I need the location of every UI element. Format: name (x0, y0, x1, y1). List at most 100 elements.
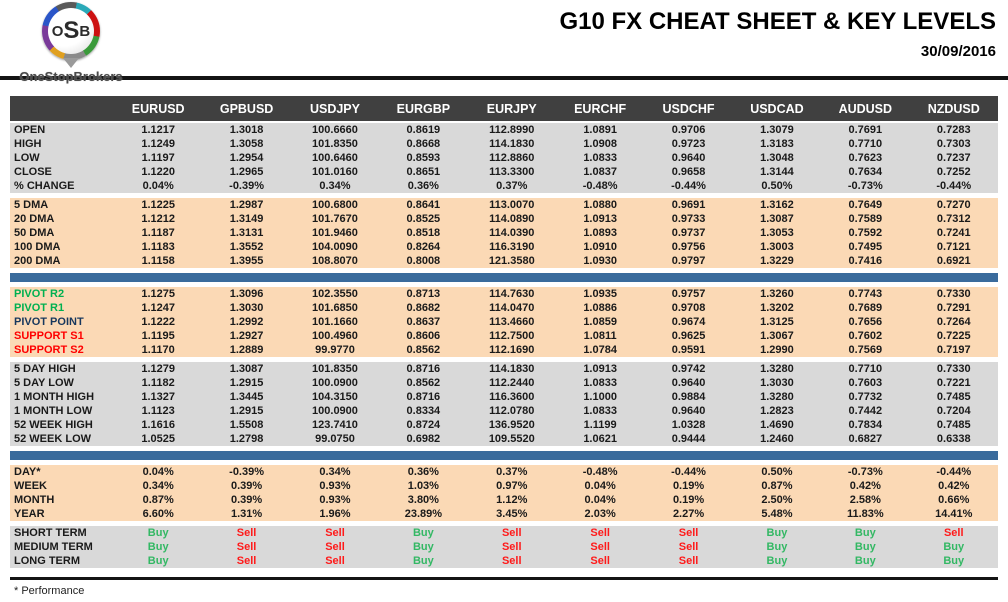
value-cell: 0.8562 (379, 376, 468, 390)
value-cell: 1.1247 (114, 301, 203, 315)
column-header-nzdusd: NZDUSD (909, 96, 998, 121)
row-label: SUPPORT S2 (10, 343, 114, 357)
row-label: 52 WEEK HIGH (10, 418, 114, 432)
value-cell: 0.8606 (379, 329, 468, 343)
value-cell: 1.3183 (732, 137, 822, 151)
value-cell: 0.8716 (379, 362, 468, 376)
value-cell: 1.1195 (114, 329, 203, 343)
value-cell: 0.7710 (821, 362, 910, 376)
value-cell: 0.7743 (821, 287, 910, 301)
value-cell: 0.9444 (644, 432, 733, 446)
table-row: MEDIUM TERM Buy Sell Sell Buy Sell Sell Sell Buy… (10, 540, 998, 554)
value-cell: 0.7495 (821, 240, 910, 254)
value-cell: 1.2927 (202, 329, 291, 343)
signal-cell: Buy (732, 526, 822, 540)
value-cell: 0.93% (290, 493, 380, 507)
column-header-eurgbp: EURGBP (379, 96, 468, 121)
table-row: 5 DAY LOW 1.1182 1.2915 100.0900 0.8562 112.2… (10, 376, 998, 390)
value-cell: 0.19% (644, 479, 733, 493)
value-cell: 0.7732 (821, 390, 910, 404)
value-cell: 0.04% (555, 493, 645, 507)
value-cell: 0.37% (467, 179, 556, 193)
row-label: 5 DAY HIGH (10, 362, 114, 376)
value-cell: 101.1660 (290, 315, 380, 329)
row-label: 200 DMA (10, 254, 114, 268)
table-row: SUPPORT S2 1.1170 1.2889 99.9770 0.8562 112.1… (10, 343, 998, 357)
row-label: 52 WEEK LOW (10, 432, 114, 446)
value-cell: 0.7291 (909, 301, 998, 315)
section-performance: DAY* 0.04% -0.39% 0.34% 0.36% 0.37% -0.48% -0.4… (10, 465, 998, 521)
table-row: OPEN 1.1217 1.3018 100.6660 0.8619 112.8990 1.… (10, 123, 998, 137)
signal-cell: Sell (644, 540, 733, 554)
value-cell: 0.50% (732, 179, 822, 193)
value-cell: 0.6338 (909, 432, 998, 446)
page-footer: * Performance (10, 577, 998, 597)
signal-cell: Sell (467, 554, 556, 568)
value-cell: 116.3600 (467, 390, 556, 404)
value-cell: -0.39% (202, 465, 291, 479)
table-row: MONTH 0.87% 0.39% 0.93% 3.80% 1.12% 0.04% 0.19%… (10, 493, 998, 507)
table-row: 100 DMA 1.1183 1.3552 104.0090 0.8264 116.319… (10, 240, 998, 254)
value-cell: 2.03% (555, 507, 645, 521)
value-cell: 0.9733 (644, 212, 733, 226)
value-cell: 113.3300 (467, 165, 556, 179)
value-cell: 0.8637 (379, 315, 468, 329)
value-cell: 0.9706 (644, 123, 733, 137)
value-cell: 23.89% (379, 507, 468, 521)
value-cell: 104.3150 (290, 390, 380, 404)
value-cell: 0.7237 (909, 151, 998, 165)
signal-cell: Buy (114, 540, 203, 554)
value-cell: 0.7442 (821, 404, 910, 418)
value-cell: 1.2915 (202, 404, 291, 418)
value-cell: 0.87% (114, 493, 203, 507)
value-cell: 1.0908 (555, 137, 645, 151)
value-cell: -0.44% (909, 179, 998, 193)
value-cell: 1.3149 (202, 212, 291, 226)
value-cell: 0.7834 (821, 418, 910, 432)
value-cell: 0.7197 (909, 343, 998, 357)
value-cell: 5.48% (732, 507, 822, 521)
value-cell: 112.8860 (467, 151, 556, 165)
column-header-audusd: AUDUSD (821, 96, 910, 121)
value-cell: 1.1158 (114, 254, 203, 268)
row-label: SHORT TERM (10, 526, 114, 540)
column-header-eurusd: EURUSD (114, 96, 203, 121)
row-label: 1 MONTH LOW (10, 404, 114, 418)
table-row: YEAR 6.60% 1.31% 1.96% 23.89% 3.45% 2.03% 2.27%… (10, 507, 998, 521)
value-cell: 1.0935 (555, 287, 645, 301)
section-pivots: PIVOT R2 1.1275 1.3096 102.3550 0.8713 114.76… (10, 287, 998, 357)
value-cell: 0.8641 (379, 198, 468, 212)
row-label: PIVOT R2 (10, 287, 114, 301)
value-cell: 1.96% (290, 507, 380, 521)
table-row: PIVOT POINT 1.1222 1.2992 101.1660 0.8637 113… (10, 315, 998, 329)
row-label: DAY* (10, 465, 114, 479)
value-cell: 1.1249 (114, 137, 203, 151)
value-cell: 101.8350 (290, 362, 380, 376)
value-cell: 1.3096 (202, 287, 291, 301)
value-cell: 1.1197 (114, 151, 203, 165)
value-cell: 0.8334 (379, 404, 468, 418)
value-cell: 0.7204 (909, 404, 998, 418)
value-cell: 0.8651 (379, 165, 468, 179)
value-cell: 1.3030 (732, 376, 822, 390)
value-cell: 1.2990 (732, 343, 822, 357)
table-row: 50 DMA 1.1187 1.3131 101.9460 0.8518 114.0390… (10, 226, 998, 240)
value-cell: -0.44% (644, 465, 733, 479)
signal-cell: Buy (732, 554, 822, 568)
value-cell: -0.48% (555, 179, 645, 193)
signal-cell: Sell (290, 526, 380, 540)
column-header-eurchf: EURCHF (555, 96, 645, 121)
value-cell: 1.4690 (732, 418, 822, 432)
value-cell: 100.6800 (290, 198, 380, 212)
value-cell: 0.7270 (909, 198, 998, 212)
value-cell: 0.87% (732, 479, 822, 493)
signal-cell: Sell (909, 526, 998, 540)
table-row: 5 DMA 1.1225 1.2987 100.6800 0.8641 113.0070 1… (10, 198, 998, 212)
row-label: HIGH (10, 137, 114, 151)
value-cell: 1.2954 (202, 151, 291, 165)
row-label: LONG TERM (10, 554, 114, 568)
value-cell: 1.3955 (202, 254, 291, 268)
signal-cell: Buy (821, 540, 910, 554)
section-ranges: 5 DAY HIGH 1.1279 1.3087 101.8350 0.8716 114.… (10, 362, 998, 446)
value-cell: 113.0070 (467, 198, 556, 212)
